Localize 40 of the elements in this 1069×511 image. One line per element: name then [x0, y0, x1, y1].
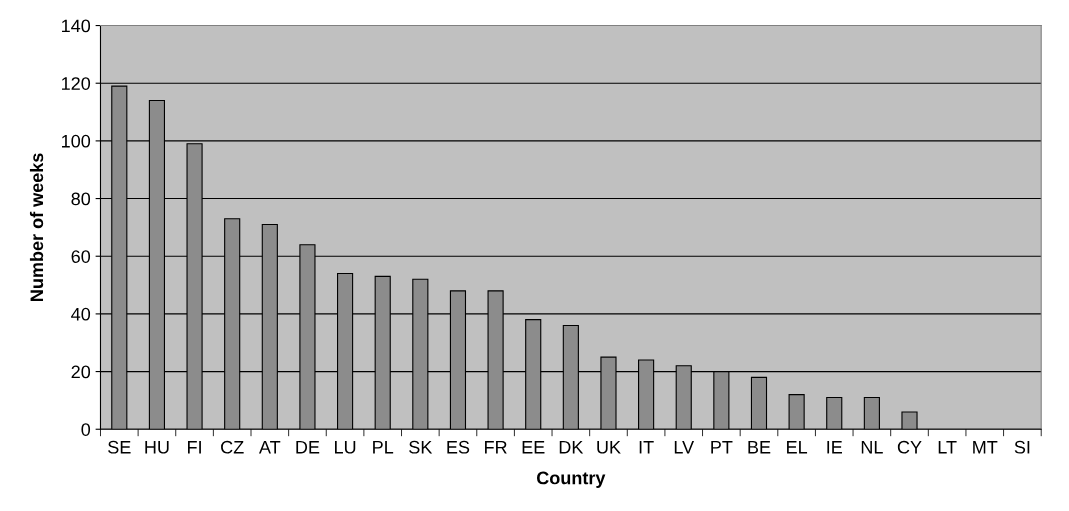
x-tick-label: CZ: [221, 440, 244, 454]
x-tick-label: IT: [639, 441, 654, 454]
x-tick-label: DE: [296, 441, 320, 454]
x-tick-label: AT: [258, 441, 281, 454]
y-axis-title: Number of weeks: [29, 153, 44, 301]
x-tick-label: EL: [787, 441, 808, 454]
x-tick-label: EE: [522, 441, 545, 454]
x-tick-label: FI: [188, 441, 201, 454]
bar: [750, 376, 768, 430]
y-tick-label: 100: [62, 134, 91, 148]
x-tick-label: SI: [1014, 440, 1030, 454]
x-tick-label: LV: [674, 441, 695, 454]
x-tick-label: ES: [447, 440, 470, 454]
x-tick-label: PT: [711, 441, 733, 454]
y-tick-label: 40: [71, 307, 91, 321]
x-tick-label: HU: [145, 441, 169, 454]
x-tick-label: BE: [748, 441, 771, 454]
x-tick-label: MT: [973, 441, 998, 454]
x-tick-label: SE: [108, 440, 131, 454]
y-tick-label: 0: [81, 423, 91, 436]
x-tick-label: LU: [335, 441, 356, 454]
x-tick-label: DK: [559, 441, 584, 454]
x-tick-label: PL: [373, 441, 394, 454]
x-tick-label: IE: [827, 441, 842, 454]
y-tick-label: 60: [71, 250, 91, 263]
x-tick-label: FR: [485, 441, 507, 454]
x-tick-label: NL: [861, 441, 883, 454]
y-tick-label: 20: [71, 365, 91, 379]
x-tick-label: LT: [938, 441, 957, 454]
y-tick-label: 140: [62, 19, 91, 33]
bar: [788, 394, 805, 430]
bar: [826, 396, 843, 430]
x-tick-label: SK: [409, 440, 433, 454]
x-tick-label: CY: [897, 440, 922, 454]
bar: [863, 396, 880, 430]
bar: [901, 411, 918, 430]
x-tick-label: UK: [597, 441, 621, 454]
y-tick-label: 120: [62, 77, 91, 90]
x-axis-title: Country: [536, 471, 606, 488]
y-tick-label: 80: [71, 192, 91, 206]
